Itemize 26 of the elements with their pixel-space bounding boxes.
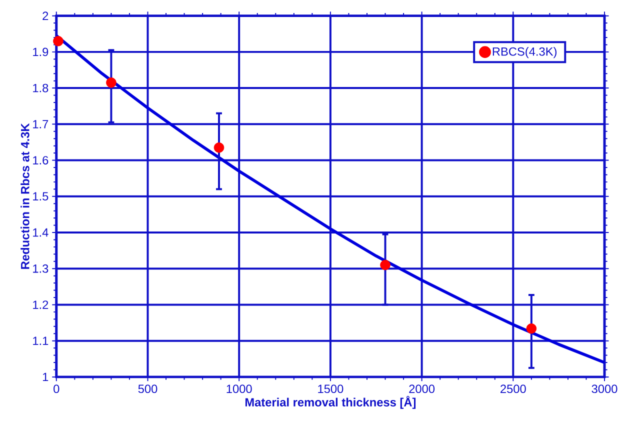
x-tick-label: 2000 xyxy=(409,384,435,393)
x-tick-label: 3000 xyxy=(592,384,618,393)
point xyxy=(106,77,116,88)
x-tick-label: 0 xyxy=(54,384,60,393)
y-tick-label: 1.1 xyxy=(33,336,48,345)
y-tick-label: 1.6 xyxy=(33,156,48,164)
y-tick-label: 1.9 xyxy=(33,48,48,56)
x-axis-title: Material removal thickness [Å] xyxy=(245,396,416,409)
point xyxy=(526,323,537,334)
y-tick-label: 1 xyxy=(42,372,48,381)
x-tick-label: 1500 xyxy=(318,384,344,393)
legend-label: RBCS(4.3K) xyxy=(492,46,556,58)
point xyxy=(380,260,390,270)
y-tick-label: 1.4 xyxy=(33,228,48,236)
x-tick-label: 500 xyxy=(138,384,158,393)
y-tick-label: 1.7 xyxy=(33,120,48,128)
point xyxy=(214,142,224,153)
y-tick-label: 1.2 xyxy=(33,300,48,309)
point xyxy=(53,36,64,46)
y-tick-label: 1.8 xyxy=(33,84,48,92)
y-tick-label: 1.3 xyxy=(33,264,48,273)
y-axis-title: Reduction in Rbcs at 4.3K xyxy=(20,123,30,269)
x-tick-label: 2500 xyxy=(500,384,526,393)
y-tick-label: 1.5 xyxy=(33,192,48,200)
y-tick-label: 2 xyxy=(42,11,48,20)
x-tick-label: 1000 xyxy=(226,384,252,393)
